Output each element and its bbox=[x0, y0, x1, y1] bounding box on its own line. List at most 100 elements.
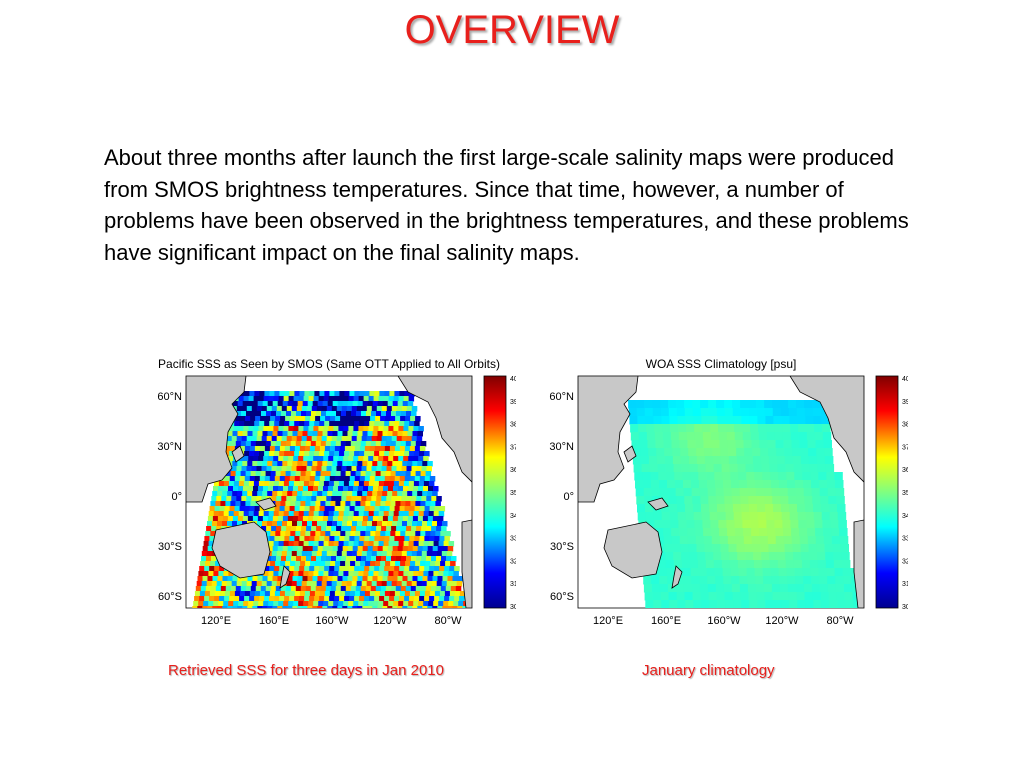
salinity-cell bbox=[272, 516, 279, 522]
salinity-cell bbox=[357, 491, 363, 497]
salinity-cell bbox=[398, 396, 405, 402]
salinity-cell bbox=[311, 556, 317, 562]
salinity-cell bbox=[375, 471, 382, 477]
salinity-cell bbox=[658, 472, 667, 481]
salinity-cell bbox=[377, 576, 383, 582]
salinity-cell bbox=[410, 441, 417, 447]
salinity-cell bbox=[384, 451, 390, 457]
salinity-cell bbox=[809, 552, 818, 561]
salinity-cell bbox=[799, 440, 808, 449]
salinity-cell bbox=[276, 526, 282, 532]
salinity-cell bbox=[275, 471, 282, 477]
salinity-cell bbox=[277, 521, 283, 527]
salinity-cell bbox=[760, 544, 769, 553]
salinity-cell bbox=[259, 596, 265, 602]
salinity-cell bbox=[796, 408, 806, 417]
salinity-cell bbox=[246, 436, 253, 442]
salinity-cell bbox=[278, 426, 284, 432]
salinity-cell bbox=[300, 586, 307, 592]
salinity-cell bbox=[385, 586, 392, 592]
salinity-cell bbox=[681, 552, 690, 561]
salinity-cell bbox=[630, 424, 639, 433]
salinity-cell bbox=[328, 541, 335, 547]
salinity-cell bbox=[657, 560, 667, 569]
salinity-cell bbox=[257, 491, 263, 497]
salinity-cell bbox=[265, 561, 271, 567]
salinity-cell bbox=[266, 466, 272, 472]
salinity-cell bbox=[337, 516, 344, 522]
salinity-cell bbox=[458, 601, 464, 607]
salinity-cell bbox=[249, 596, 255, 602]
salinity-cell bbox=[675, 488, 685, 497]
salinity-cell bbox=[654, 520, 663, 529]
salinity-cell bbox=[441, 551, 448, 557]
salinity-cell bbox=[338, 481, 345, 487]
salinity-cell bbox=[328, 486, 334, 492]
salinity-cell bbox=[287, 606, 293, 608]
salinity-cell bbox=[415, 471, 422, 477]
salinity-cell bbox=[341, 411, 347, 417]
salinity-cell bbox=[784, 544, 793, 553]
salinity-cell bbox=[412, 491, 418, 497]
salinity-cell bbox=[702, 520, 711, 529]
salinity-cell bbox=[372, 461, 378, 467]
salinity-cell bbox=[331, 466, 337, 472]
salinity-cell bbox=[313, 456, 319, 462]
salinity-cell bbox=[278, 601, 284, 607]
salinity-cell bbox=[237, 516, 244, 522]
salinity-cell bbox=[647, 440, 656, 449]
salinity-cell bbox=[679, 536, 689, 545]
salinity-cell bbox=[239, 506, 246, 512]
salinity-cell bbox=[685, 416, 694, 425]
salinity-cell bbox=[347, 516, 354, 522]
salinity-cell bbox=[370, 501, 376, 507]
salinity-cell bbox=[208, 511, 215, 517]
salinity-cell bbox=[198, 571, 204, 577]
salinity-cell bbox=[272, 521, 278, 527]
salinity-cell bbox=[413, 571, 419, 577]
salinity-cell bbox=[803, 576, 812, 585]
salinity-cell bbox=[282, 606, 288, 608]
salinity-cell bbox=[348, 481, 355, 487]
salinity-cell bbox=[255, 471, 262, 477]
salinity-cell bbox=[691, 488, 701, 497]
salinity-cell bbox=[783, 536, 793, 545]
colorbar-tick-label: 33 bbox=[510, 536, 516, 543]
salinity-cell bbox=[379, 451, 385, 457]
salinity-cell bbox=[399, 536, 405, 542]
salinity-cell bbox=[669, 504, 678, 513]
salinity-cell bbox=[728, 456, 738, 465]
salinity-cell bbox=[410, 531, 416, 537]
north-america-land bbox=[789, 376, 864, 483]
salinity-cell bbox=[308, 571, 314, 577]
salinity-cell bbox=[400, 531, 406, 537]
salinity-cell bbox=[411, 406, 418, 412]
salinity-cell bbox=[211, 556, 217, 562]
salinity-cell bbox=[697, 464, 707, 473]
salinity-cell bbox=[746, 568, 756, 577]
salinity-cell bbox=[242, 431, 248, 437]
salinity-cell bbox=[353, 541, 360, 547]
salinity-cell bbox=[361, 406, 368, 412]
salinity-cell bbox=[392, 576, 398, 582]
salinity-cell bbox=[290, 531, 296, 537]
salinity-cell bbox=[358, 601, 364, 607]
salinity-cell bbox=[289, 591, 296, 597]
salinity-cell bbox=[267, 521, 273, 527]
salinity-cell bbox=[227, 606, 233, 608]
salinity-cell bbox=[316, 526, 322, 532]
salinity-cell bbox=[365, 471, 372, 477]
salinity-cell bbox=[250, 441, 257, 447]
salinity-cell bbox=[304, 566, 310, 572]
salinity-cell bbox=[421, 496, 427, 502]
salinity-cell bbox=[270, 586, 277, 592]
salinity-cell bbox=[390, 561, 396, 567]
salinity-cell bbox=[815, 536, 825, 545]
salinity-cell bbox=[388, 481, 395, 487]
salinity-cell bbox=[718, 424, 727, 433]
salinity-cell bbox=[293, 601, 299, 607]
salinity-cell bbox=[317, 521, 323, 527]
salinity-cell bbox=[395, 531, 401, 537]
salinity-cell bbox=[664, 544, 673, 553]
salinity-cell bbox=[765, 504, 774, 513]
